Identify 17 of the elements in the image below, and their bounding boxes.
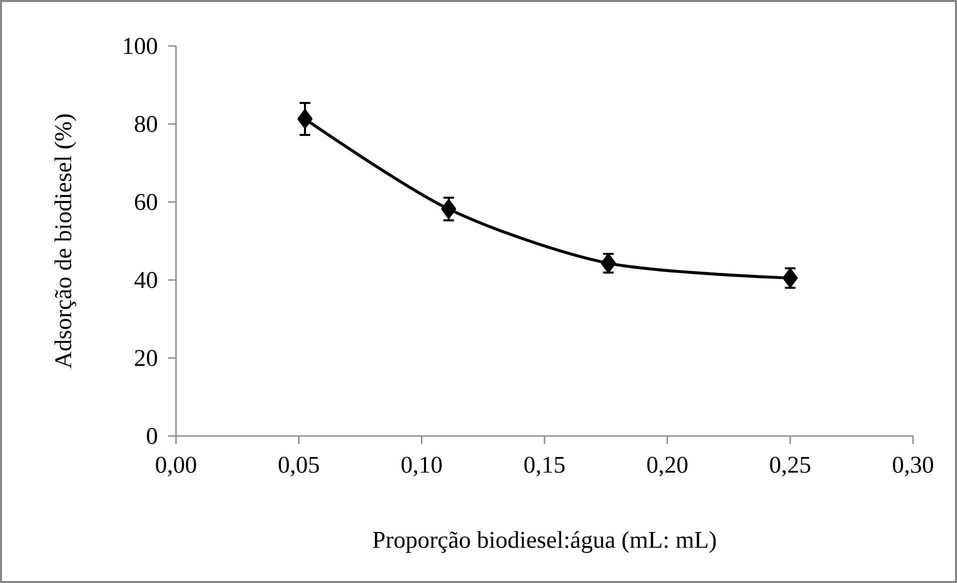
x-tick-label: 0,00 <box>156 456 196 476</box>
x-tick-label: 0,10 <box>402 456 442 476</box>
x-tick-label: 0,05 <box>278 456 319 476</box>
y-tick-label: 20 <box>135 350 158 366</box>
point <box>298 109 312 128</box>
x-tick-label: 0,20 <box>647 456 688 476</box>
y-tick-label: 60 <box>134 194 158 210</box>
y-tick-label: 80 <box>134 116 158 132</box>
y-tick-label: 0 <box>146 428 158 444</box>
x-tick-label: 0,30 <box>892 456 934 476</box>
point <box>441 200 456 218</box>
x-tick-label: 0,15 <box>524 456 565 476</box>
y-tick-label: 40 <box>134 272 158 288</box>
x-axis-title: Proporção biodiesel:água (mL: mL) <box>372 531 716 553</box>
y-tick-label: 100 <box>124 38 158 54</box>
x-tick-label: 0,25 <box>770 456 810 476</box>
y-axis-title: Adsorção de biodiesel (%) <box>54 114 76 368</box>
